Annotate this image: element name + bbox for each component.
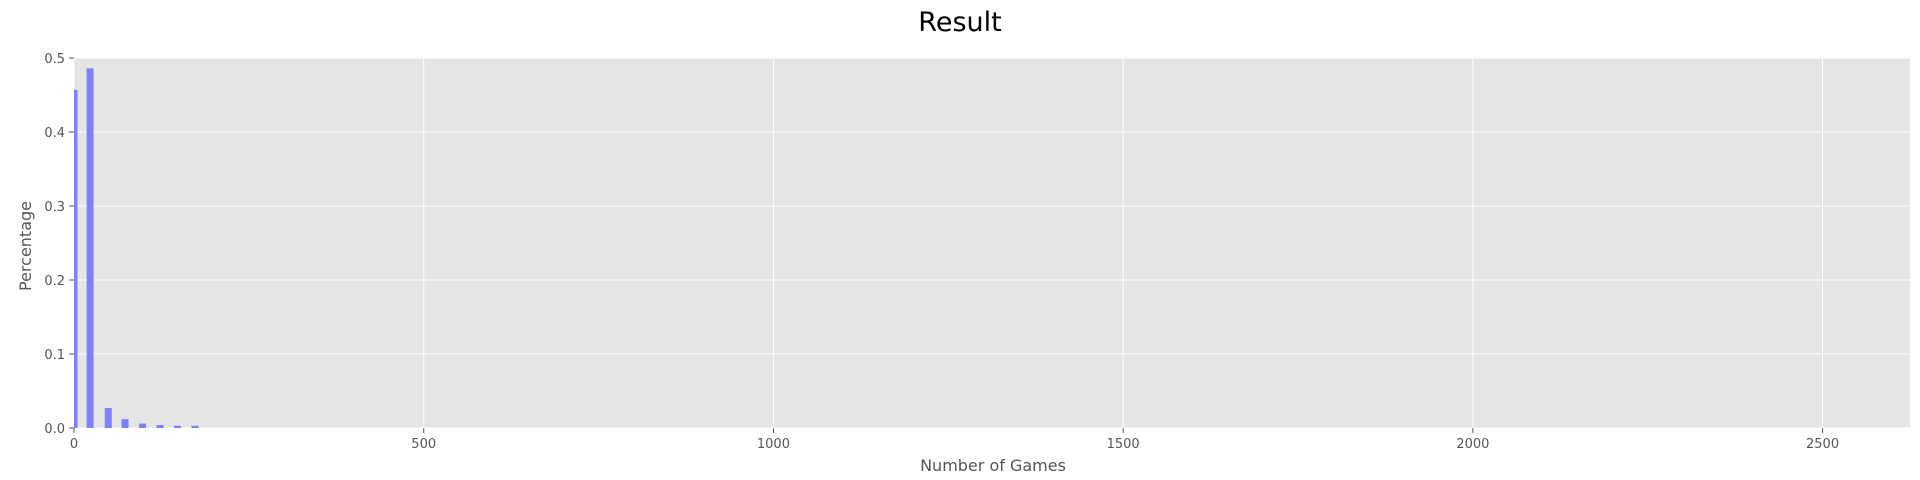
y-tick-label: 0.3: [44, 200, 65, 215]
bar: [121, 419, 129, 428]
y-tick-label: 0.4: [44, 126, 65, 141]
grid: [73, 57, 1910, 429]
bar: [156, 425, 164, 428]
bar: [104, 408, 112, 428]
y-tick-label: 0.5: [44, 52, 65, 67]
x-tick-label: 1500: [1107, 437, 1140, 452]
bar: [139, 423, 147, 428]
y-axis-label: Percentage: [16, 201, 35, 291]
plot-area: [74, 58, 1910, 428]
y-tick-label: 0.0: [44, 422, 65, 437]
y-tick-label: 0.2: [44, 274, 65, 289]
x-tick-label: 2500: [1806, 437, 1839, 452]
x-tick-label: 1000: [757, 437, 790, 452]
x-axis-label: Number of Games: [920, 456, 1066, 475]
bar: [191, 425, 199, 428]
x-tick-label: 500: [411, 437, 436, 452]
bar: [74, 89, 78, 428]
bars: [74, 68, 199, 429]
x-axis-ticks: 0 500 1000 1500 2000 2500: [70, 428, 1839, 452]
chart-title: Result: [918, 7, 1001, 38]
y-tick-label: 0.1: [44, 348, 65, 363]
bar: [174, 425, 182, 428]
bar: [86, 68, 94, 429]
x-tick-label: 0: [70, 437, 78, 452]
y-axis-ticks: 0.0 0.1 0.2 0.3 0.4 0.5: [44, 52, 74, 437]
x-tick-label: 2000: [1456, 437, 1489, 452]
